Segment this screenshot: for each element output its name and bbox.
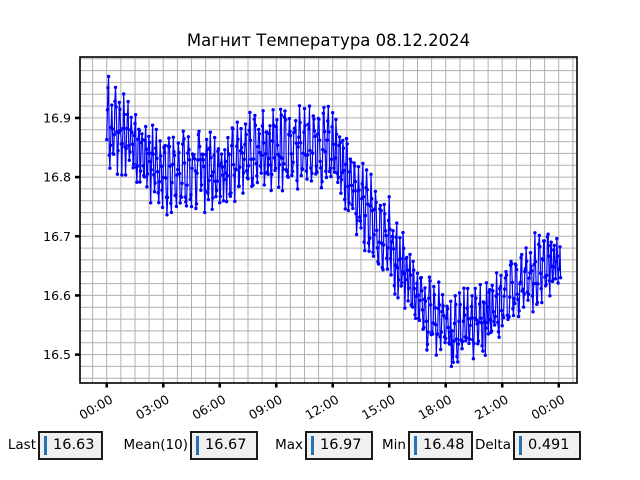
stat-input-delta[interactable]: 0.491 bbox=[513, 431, 581, 460]
x-tick-label: 12:00 bbox=[303, 392, 342, 423]
stat-value-min: 16.48 bbox=[423, 437, 465, 453]
chart-title: Магнит Температура 08.12.2024 bbox=[186, 31, 471, 50]
stats-bar: Last 16.63 Mean(10) 16.67 Max 16.97 Min … bbox=[0, 431, 640, 460]
stat-value-max: 16.97 bbox=[320, 437, 362, 453]
x-tick-label: 21:00 bbox=[472, 392, 511, 423]
temperature-chart: 00:00 03:00 06:00 09:00 12:00 15:00 18:00 21:00… bbox=[43, 56, 578, 423]
text-cursor bbox=[414, 436, 417, 455]
stat-label-min: Min bbox=[382, 437, 406, 453]
stat-label-last: Last bbox=[7, 437, 36, 453]
text-cursor bbox=[196, 436, 199, 455]
text-cursor bbox=[311, 436, 314, 455]
stat-label-max: Max bbox=[275, 437, 303, 453]
y-tick-label: 16.7 bbox=[43, 229, 71, 244]
y-tick-label: 16.9 bbox=[43, 110, 71, 125]
stat-input-min[interactable]: 16.48 bbox=[408, 431, 473, 460]
stat-input-mean10[interactable]: 16.67 bbox=[190, 431, 258, 460]
stat-label-delta: Delta bbox=[474, 437, 511, 453]
y-tick-label: 16.5 bbox=[43, 347, 71, 362]
y-tick-label: 16.8 bbox=[43, 170, 71, 185]
axis-frame bbox=[75, 56, 578, 388]
x-tick-label: 09:00 bbox=[246, 392, 285, 423]
stat-label-mean10: Mean(10) bbox=[123, 437, 189, 453]
text-cursor bbox=[519, 436, 522, 455]
x-tick-label: 18:00 bbox=[416, 392, 455, 423]
stat-value-last: 16.63 bbox=[53, 437, 95, 453]
x-tick-label: 00:00 bbox=[529, 392, 568, 423]
stat-value-delta: 0.491 bbox=[528, 437, 570, 453]
x-tick-label: 06:00 bbox=[190, 392, 229, 423]
x-tick-label: 03:00 bbox=[133, 392, 172, 423]
stat-input-max[interactable]: 16.97 bbox=[305, 431, 373, 460]
stat-value-mean10: 16.67 bbox=[205, 437, 247, 453]
text-cursor bbox=[44, 436, 47, 455]
x-tick-label: 00:00 bbox=[77, 392, 116, 423]
x-tick-label: 15:00 bbox=[359, 392, 398, 423]
stat-input-last[interactable]: 16.63 bbox=[38, 431, 103, 460]
data-series bbox=[105, 74, 563, 369]
y-tick-label: 16.6 bbox=[43, 288, 71, 303]
